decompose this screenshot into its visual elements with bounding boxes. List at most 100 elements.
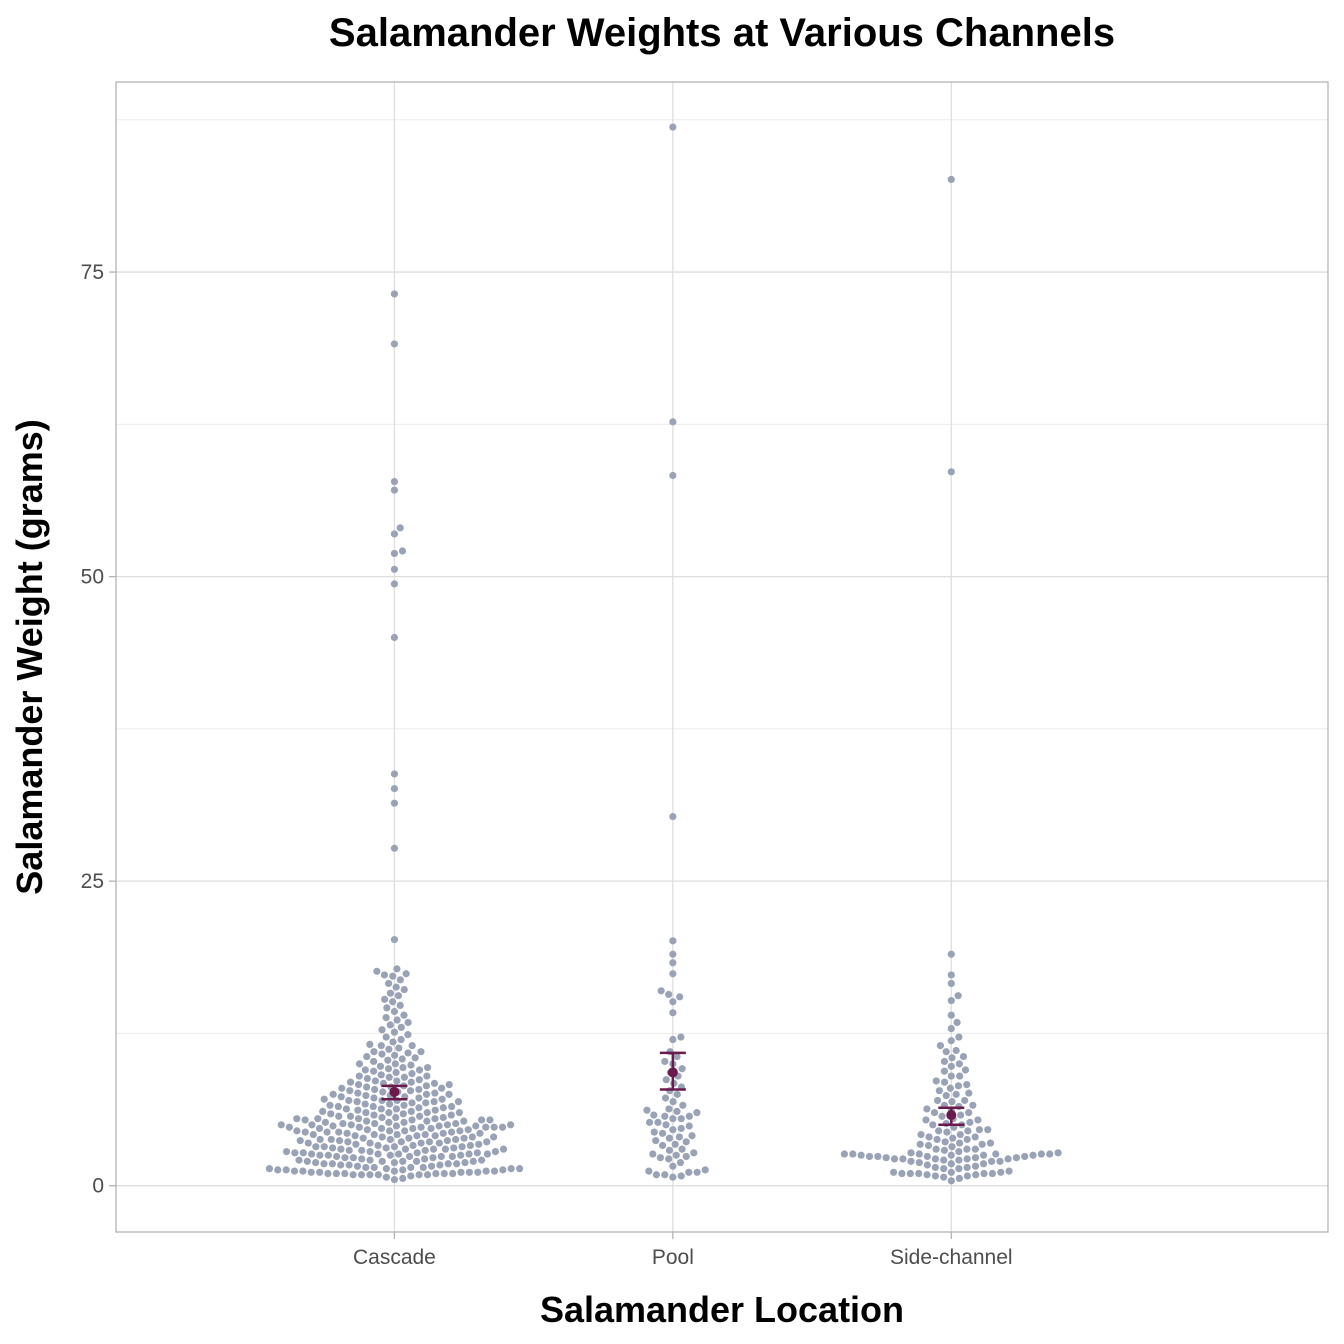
data-point bbox=[658, 1141, 667, 1150]
data-point bbox=[645, 1118, 654, 1126]
data-point bbox=[465, 1168, 474, 1176]
data-point bbox=[308, 1150, 316, 1158]
data-point bbox=[425, 1138, 433, 1146]
data-point bbox=[320, 1143, 328, 1151]
data-point bbox=[455, 1109, 463, 1117]
data-point bbox=[384, 1056, 392, 1064]
data-point bbox=[965, 1089, 973, 1097]
data-point bbox=[946, 1084, 954, 1092]
data-point bbox=[490, 1167, 499, 1175]
data-point bbox=[445, 1080, 453, 1089]
data-point bbox=[865, 1152, 874, 1161]
data-point bbox=[396, 1001, 404, 1010]
data-point bbox=[390, 936, 399, 944]
data-point bbox=[965, 1109, 973, 1117]
data-point bbox=[400, 1011, 408, 1019]
data-point bbox=[972, 1171, 980, 1179]
data-point bbox=[447, 1111, 455, 1119]
data-point bbox=[478, 1156, 486, 1164]
data-point bbox=[406, 1087, 415, 1095]
data-point bbox=[380, 971, 389, 979]
data-point bbox=[947, 971, 955, 979]
data-point bbox=[354, 1089, 362, 1097]
data-point bbox=[645, 1167, 653, 1175]
data-point bbox=[303, 1157, 311, 1165]
y-tick-label: 0 bbox=[92, 1175, 104, 1198]
data-point bbox=[363, 1117, 371, 1125]
data-point bbox=[669, 418, 677, 426]
x-axis-ticks: Cascade Pool Side-channel bbox=[353, 1232, 1013, 1269]
data-point bbox=[357, 1171, 366, 1179]
data-point bbox=[390, 1007, 399, 1016]
data-point bbox=[399, 1157, 407, 1165]
data-point bbox=[476, 1129, 484, 1137]
data-point bbox=[923, 1105, 931, 1113]
data-point bbox=[326, 1101, 334, 1109]
data-point bbox=[931, 1163, 939, 1172]
data-point bbox=[415, 1094, 423, 1102]
data-point bbox=[316, 1151, 324, 1159]
data-point bbox=[274, 1166, 282, 1174]
data-point bbox=[405, 1134, 413, 1142]
data-point bbox=[669, 1098, 677, 1106]
data-point bbox=[417, 1048, 425, 1056]
data-point bbox=[354, 1115, 363, 1123]
data-point bbox=[978, 1140, 986, 1148]
data-point bbox=[409, 1124, 417, 1133]
data-point bbox=[933, 1135, 941, 1144]
data-point bbox=[665, 1134, 674, 1142]
data-point bbox=[422, 1082, 431, 1090]
data-point bbox=[329, 1122, 337, 1130]
data-point bbox=[337, 1161, 345, 1169]
data-point bbox=[431, 1132, 439, 1140]
data-point bbox=[515, 1165, 524, 1173]
data-point bbox=[669, 998, 677, 1006]
data-point bbox=[464, 1126, 472, 1134]
data-point bbox=[457, 1168, 465, 1176]
data-point bbox=[427, 1124, 435, 1133]
data-point bbox=[931, 1172, 939, 1180]
data-point bbox=[955, 1033, 963, 1041]
data-point bbox=[396, 976, 404, 984]
data-point bbox=[346, 1078, 355, 1086]
data-point bbox=[682, 1138, 690, 1146]
data-point bbox=[915, 1158, 923, 1167]
data-point bbox=[363, 1126, 371, 1134]
data-point bbox=[662, 1121, 670, 1129]
data-point bbox=[948, 1143, 956, 1151]
data-point bbox=[355, 1060, 364, 1068]
data-point bbox=[416, 1112, 424, 1120]
data-point bbox=[296, 1137, 304, 1145]
data-point bbox=[402, 970, 410, 978]
data-point bbox=[959, 1052, 968, 1061]
data-point bbox=[693, 1109, 701, 1117]
data-point bbox=[987, 1157, 996, 1165]
data-point bbox=[942, 1091, 950, 1100]
data-point bbox=[1029, 1151, 1037, 1159]
y-tick-label: 25 bbox=[81, 870, 104, 893]
data-point bbox=[386, 1135, 394, 1144]
data-point bbox=[353, 1162, 362, 1170]
data-point bbox=[291, 1149, 299, 1157]
data-point bbox=[963, 1145, 971, 1153]
data-point bbox=[373, 967, 381, 975]
data-point bbox=[390, 1028, 399, 1036]
data-point bbox=[931, 1155, 939, 1163]
data-point bbox=[371, 1119, 379, 1128]
data-point bbox=[320, 1095, 328, 1103]
mean-point bbox=[946, 1110, 957, 1121]
data-point bbox=[415, 1104, 423, 1112]
data-point bbox=[335, 1128, 343, 1136]
data-point bbox=[460, 1117, 468, 1125]
data-point bbox=[940, 1165, 948, 1173]
data-point bbox=[499, 1166, 507, 1174]
data-point bbox=[371, 1077, 380, 1085]
data-point bbox=[314, 1115, 322, 1123]
data-point bbox=[369, 1102, 377, 1111]
mean-error-bars bbox=[381, 1051, 965, 1127]
data-point bbox=[448, 1102, 456, 1111]
data-point bbox=[327, 1110, 335, 1118]
data-point bbox=[304, 1139, 312, 1147]
data-point bbox=[359, 1134, 367, 1142]
data-point bbox=[393, 1016, 401, 1024]
